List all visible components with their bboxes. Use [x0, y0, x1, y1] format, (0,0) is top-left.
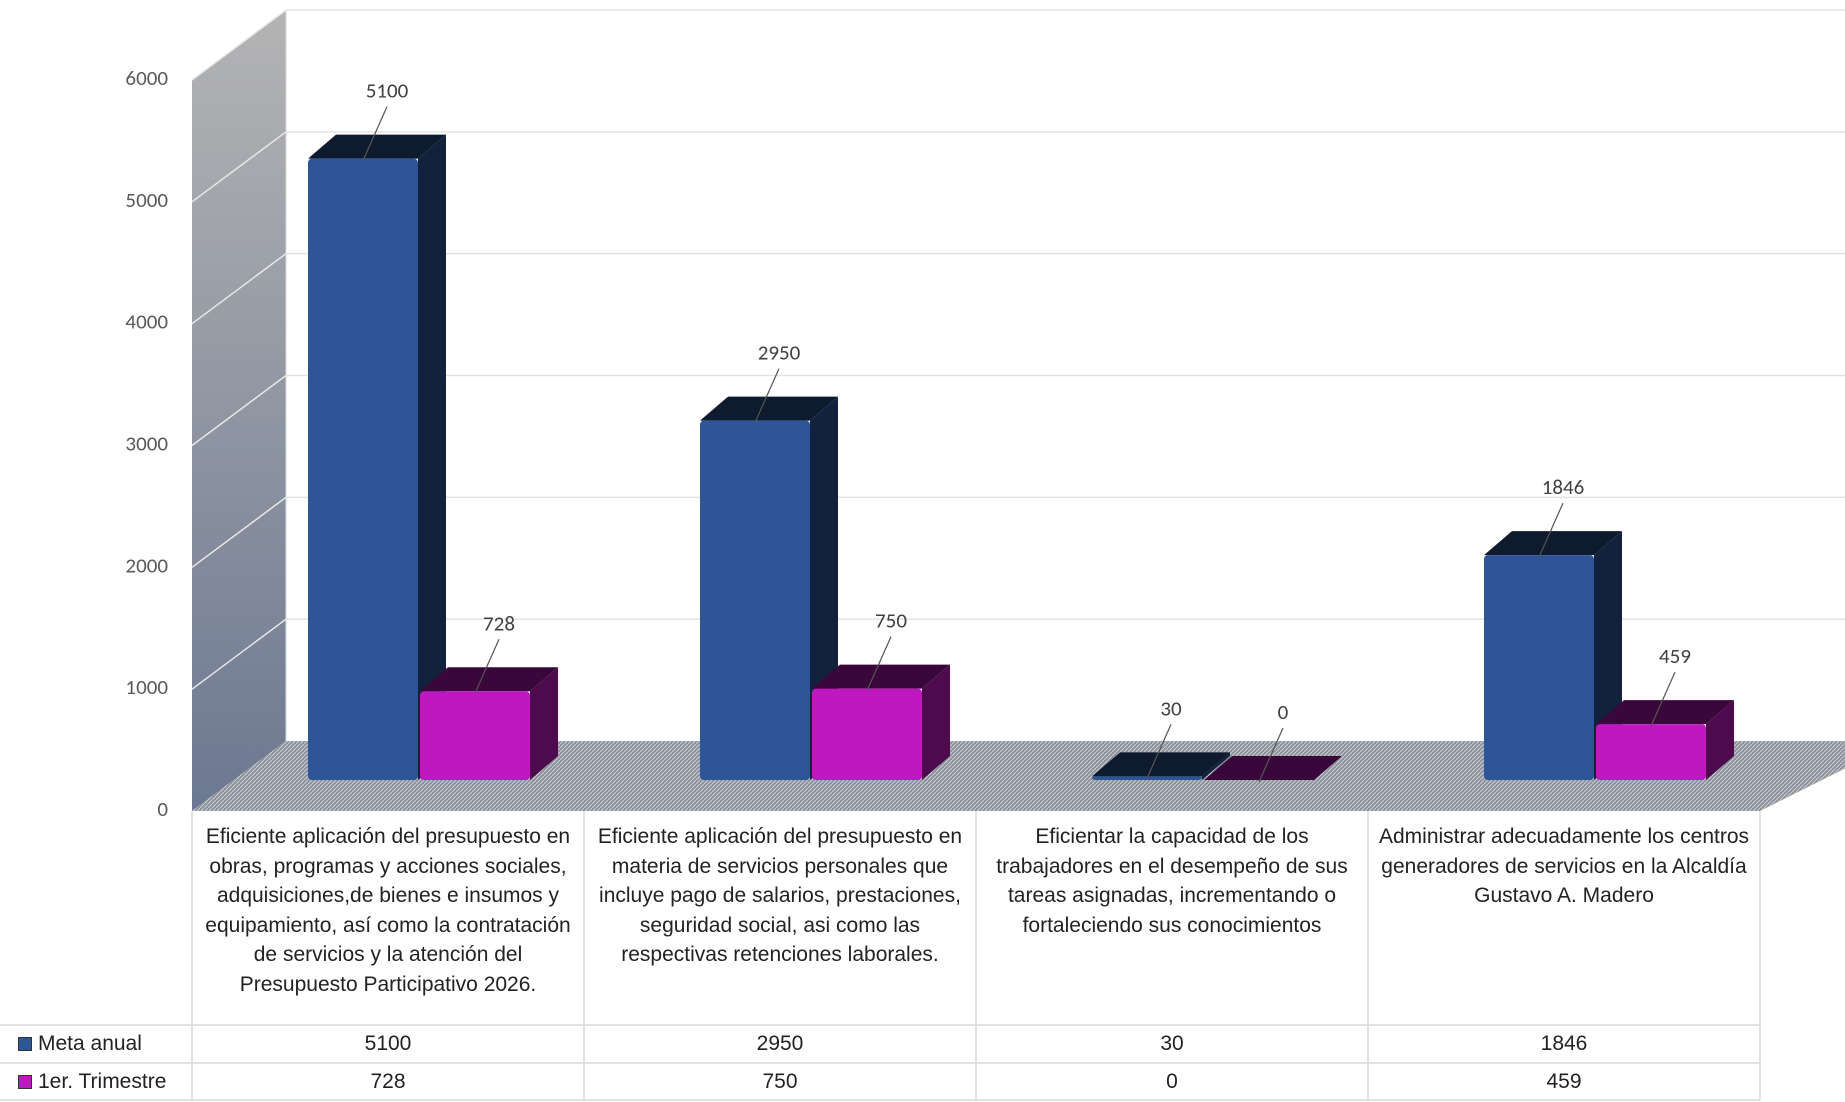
data-label: 1846	[1542, 474, 1585, 500]
leader-line	[1146, 724, 1172, 779]
bar	[812, 688, 922, 780]
y-tick-label: 2000	[125, 552, 168, 578]
bar-top	[1204, 756, 1342, 780]
data-label: 459	[1659, 643, 1691, 669]
bar-top	[812, 664, 950, 689]
bar-top	[1596, 700, 1734, 725]
bar-top	[420, 667, 558, 692]
y-tick-label: 0	[157, 796, 168, 822]
category-label: Eficientar la capacidad de los trabajado…	[996, 825, 1348, 937]
grid-line-side	[191, 9, 287, 81]
bar-side	[1706, 700, 1734, 780]
table-value: 2950	[756, 1032, 804, 1055]
table-value: 5100	[364, 1032, 412, 1055]
leader-line	[362, 106, 388, 161]
leader-line	[754, 368, 780, 423]
grid-line-side	[191, 131, 287, 203]
bar-side	[530, 667, 558, 780]
legend-swatch	[18, 1075, 32, 1089]
y-tick-label: 3000	[125, 431, 168, 457]
bar	[1484, 555, 1594, 780]
bar	[1596, 724, 1706, 780]
y-tick-label: 1000	[125, 674, 168, 700]
data-label: 750	[875, 608, 907, 634]
data-label: 30	[1160, 695, 1182, 721]
table-value: 750	[762, 1070, 798, 1093]
grid-line-side	[191, 253, 287, 325]
bar-side	[1202, 752, 1230, 780]
leader-line	[866, 636, 892, 691]
legend-swatch	[18, 1037, 32, 1051]
bar	[308, 158, 418, 780]
legend-entry: Meta anual	[18, 1025, 142, 1063]
grid-line-side	[191, 496, 287, 568]
category-label: Eficiente aplicación del presupuesto en …	[205, 825, 571, 996]
data-label: 5100	[366, 78, 409, 104]
data-label: 2950	[758, 340, 801, 366]
data-label: 0	[1278, 699, 1289, 725]
grid-line-side	[191, 618, 287, 690]
category-label: Eficiente aplicación del presupuesto en …	[597, 825, 963, 966]
y-tick-label: 4000	[125, 309, 168, 335]
table-value: 1846	[1540, 1032, 1588, 1055]
category-label: Administrar adecuadamente los centros ge…	[1378, 825, 1750, 907]
y-tick-label: 6000	[125, 65, 168, 91]
legend-label: 1er. Trimestre	[38, 1070, 167, 1093]
table-value: 0	[1166, 1070, 1178, 1093]
legend-entry: 1er. Trimestre	[18, 1063, 166, 1101]
leader-line	[1258, 727, 1284, 783]
bar	[420, 691, 530, 780]
bar	[700, 420, 810, 780]
data-label: 728	[483, 610, 515, 636]
leader-line	[1650, 671, 1676, 727]
floor	[192, 741, 1845, 811]
table-value: 30	[1160, 1032, 1184, 1055]
bar-top	[700, 396, 838, 421]
bar-top	[308, 134, 446, 159]
bar-top	[1484, 531, 1622, 556]
table-value: 728	[370, 1070, 406, 1093]
y-tick-label: 5000	[125, 187, 168, 213]
legend-label: Meta anual	[38, 1032, 142, 1055]
bar-side	[418, 134, 446, 780]
leader-line	[1538, 502, 1564, 558]
table-value: 459	[1546, 1070, 1582, 1093]
grid-line-side	[191, 374, 287, 447]
leader-line	[474, 639, 500, 694]
bar-top	[1092, 752, 1230, 777]
bar-side	[922, 664, 950, 780]
